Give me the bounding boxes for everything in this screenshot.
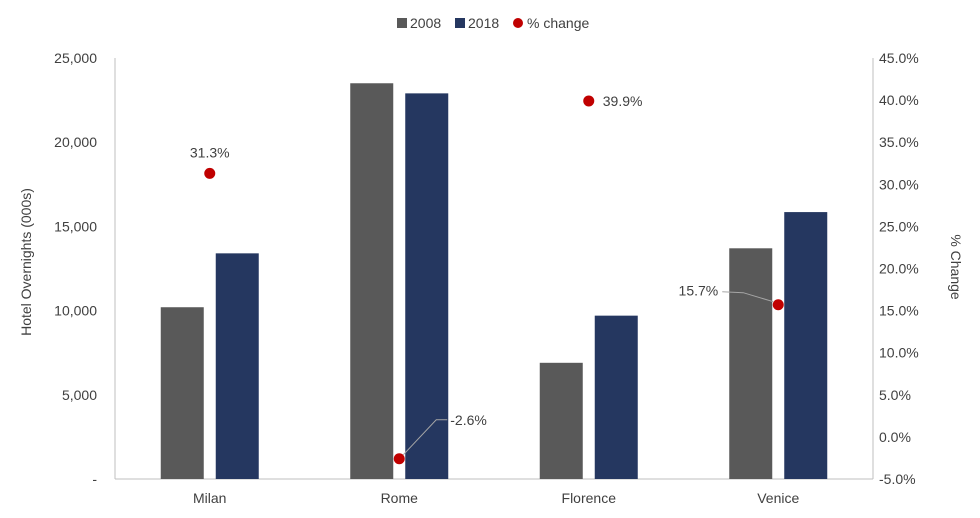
y-tick-label: 20,000 [54, 134, 97, 150]
y-tick-label: - [92, 471, 97, 487]
y2-tick-label: 0.0% [879, 429, 911, 445]
pct-change-leader-line-rome [402, 419, 448, 456]
legend: 2008 2018 % change [397, 15, 589, 31]
pct-change-marker-venice [772, 299, 784, 311]
y-tick-label: 10,000 [54, 303, 97, 319]
y2-tick-label: 15.0% [879, 303, 919, 319]
bar-2008-venice [729, 248, 773, 479]
pct-change-label-milan: 31.3% [190, 144, 230, 160]
x-tick-label-milan: Milan [193, 490, 226, 506]
y2-tick-label: 10.0% [879, 345, 919, 361]
bar-2008-rome [350, 83, 394, 479]
y-tick-label: 15,000 [54, 218, 97, 234]
y-tick-label: 5,000 [62, 387, 97, 403]
legend-label-2018: 2018 [468, 15, 499, 31]
legend-swatch-2008 [397, 18, 407, 28]
bar-2008-florence [539, 362, 583, 479]
pct-change-marker-milan [204, 167, 216, 179]
y2-axis-title: % Change [948, 234, 964, 300]
y2-tick-label: -5.0% [879, 471, 916, 487]
pct-change-label-venice: 15.7% [679, 283, 719, 299]
x-tick-label-florence: Florence [562, 490, 617, 506]
y2-tick-label: 30.0% [879, 176, 919, 192]
pct-change-leader-line-venice [722, 291, 774, 303]
pct-change-label-rome: -2.6% [450, 412, 487, 428]
plot-area: - 5,000 10,000 15,000 20,000 25,000 -5.0% 0.0% 5… [54, 50, 919, 506]
y-tick-label: 25,000 [54, 50, 97, 66]
bar-2018-florence [594, 315, 638, 479]
pct-change-label-florence: 39.9% [603, 93, 643, 109]
y-axis-title: Hotel Overnights (000s) [18, 188, 34, 336]
bar-2018-milan [215, 253, 259, 479]
pct-change-marker-florence [583, 95, 595, 107]
y2-tick-label: 35.0% [879, 134, 919, 150]
y2-tick-label: 40.0% [879, 92, 919, 108]
bar-2018-rome [405, 93, 449, 479]
x-tick-label-venice: Venice [757, 490, 799, 506]
legend-swatch-2018 [455, 18, 465, 28]
y2-tick-label: 20.0% [879, 261, 919, 277]
y2-tick-label: 5.0% [879, 387, 911, 403]
legend-marker-pct-change [513, 18, 523, 28]
legend-label-pct-change: % change [527, 15, 589, 31]
y2-tick-label: 45.0% [879, 50, 919, 66]
bar-2018-venice [784, 212, 828, 479]
y2-tick-label: 25.0% [879, 218, 919, 234]
legend-label-2008: 2008 [410, 15, 441, 31]
pct-change-marker-rome [393, 453, 405, 465]
x-tick-label-rome: Rome [381, 490, 419, 506]
bar-2008-milan [160, 307, 204, 479]
